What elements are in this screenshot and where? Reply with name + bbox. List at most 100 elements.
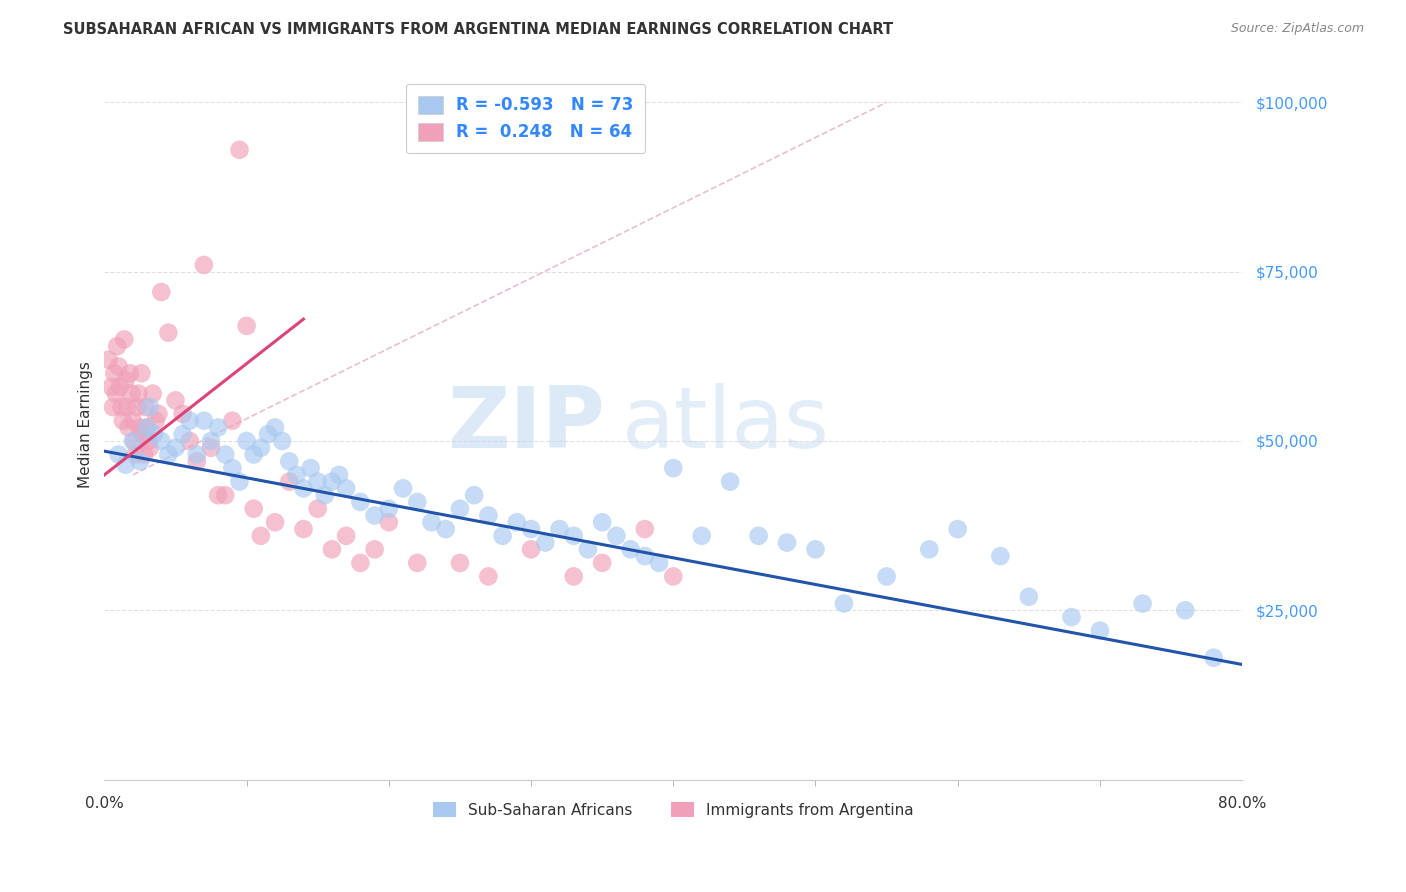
- Point: [662, 569, 685, 583]
- Point: [378, 501, 401, 516]
- Point: [278, 475, 301, 489]
- Point: [562, 569, 585, 583]
- Point: [235, 318, 257, 333]
- Point: [250, 529, 273, 543]
- Point: [139, 400, 162, 414]
- Point: [221, 414, 243, 428]
- Point: [576, 542, 599, 557]
- Point: [264, 515, 287, 529]
- Point: [172, 427, 194, 442]
- Point: [1018, 590, 1040, 604]
- Point: [121, 434, 143, 448]
- Point: [129, 454, 152, 468]
- Point: [349, 556, 371, 570]
- Text: SUBSAHARAN AFRICAN VS IMMIGRANTS FROM ARGENTINA MEDIAN EARNINGS CORRELATION CHAR: SUBSAHARAN AFRICAN VS IMMIGRANTS FROM AR…: [63, 22, 893, 37]
- Point: [193, 258, 215, 272]
- Text: atlas: atlas: [621, 383, 830, 466]
- Point: [221, 461, 243, 475]
- Point: [148, 407, 170, 421]
- Point: [278, 454, 301, 468]
- Point: [378, 515, 401, 529]
- Point: [477, 569, 499, 583]
- Point: [748, 529, 770, 543]
- Point: [124, 448, 146, 462]
- Point: [108, 380, 131, 394]
- Point: [434, 522, 457, 536]
- Point: [406, 495, 429, 509]
- Point: [690, 529, 713, 543]
- Point: [662, 461, 685, 475]
- Point: [591, 556, 613, 570]
- Point: [107, 448, 129, 462]
- Point: [1174, 603, 1197, 617]
- Point: [271, 434, 294, 448]
- Point: [292, 482, 315, 496]
- Point: [506, 515, 529, 529]
- Point: [193, 414, 215, 428]
- Point: [477, 508, 499, 523]
- Point: [150, 285, 173, 299]
- Point: [186, 448, 208, 462]
- Point: [534, 535, 557, 549]
- Point: [363, 508, 385, 523]
- Point: [228, 143, 250, 157]
- Point: [349, 495, 371, 509]
- Point: [876, 569, 898, 583]
- Point: [918, 542, 941, 557]
- Point: [1132, 597, 1154, 611]
- Point: [242, 448, 264, 462]
- Point: [157, 448, 180, 462]
- Point: [292, 522, 315, 536]
- Point: [562, 529, 585, 543]
- Point: [104, 386, 127, 401]
- Point: [135, 400, 157, 414]
- Point: [118, 366, 141, 380]
- Point: [103, 366, 125, 380]
- Legend: Sub-Saharan Africans, Immigrants from Argentina: Sub-Saharan Africans, Immigrants from Ar…: [426, 794, 921, 825]
- Point: [250, 441, 273, 455]
- Point: [832, 597, 855, 611]
- Point: [491, 529, 513, 543]
- Point: [139, 441, 162, 455]
- Point: [257, 427, 280, 442]
- Point: [214, 488, 236, 502]
- Point: [172, 407, 194, 421]
- Point: [136, 420, 159, 434]
- Point: [620, 542, 643, 557]
- Point: [634, 549, 657, 563]
- Point: [112, 333, 135, 347]
- Point: [138, 434, 160, 448]
- Point: [520, 522, 543, 536]
- Point: [314, 488, 336, 502]
- Point: [648, 556, 671, 570]
- Point: [1060, 610, 1083, 624]
- Point: [165, 393, 187, 408]
- Point: [548, 522, 571, 536]
- Point: [129, 420, 152, 434]
- Y-axis label: Median Earnings: Median Earnings: [79, 360, 93, 488]
- Point: [200, 434, 222, 448]
- Point: [179, 434, 201, 448]
- Point: [128, 386, 150, 401]
- Point: [97, 352, 120, 367]
- Point: [105, 339, 128, 353]
- Point: [114, 373, 136, 387]
- Point: [392, 482, 415, 496]
- Point: [207, 420, 229, 434]
- Point: [335, 482, 357, 496]
- Point: [121, 414, 143, 428]
- Point: [406, 556, 429, 570]
- Point: [1202, 650, 1225, 665]
- Point: [165, 441, 187, 455]
- Point: [520, 542, 543, 557]
- Point: [718, 475, 741, 489]
- Point: [335, 529, 357, 543]
- Point: [145, 414, 167, 428]
- Point: [264, 420, 287, 434]
- Point: [449, 556, 471, 570]
- Point: [591, 515, 613, 529]
- Point: [101, 400, 124, 414]
- Point: [307, 501, 329, 516]
- Point: [228, 475, 250, 489]
- Point: [363, 542, 385, 557]
